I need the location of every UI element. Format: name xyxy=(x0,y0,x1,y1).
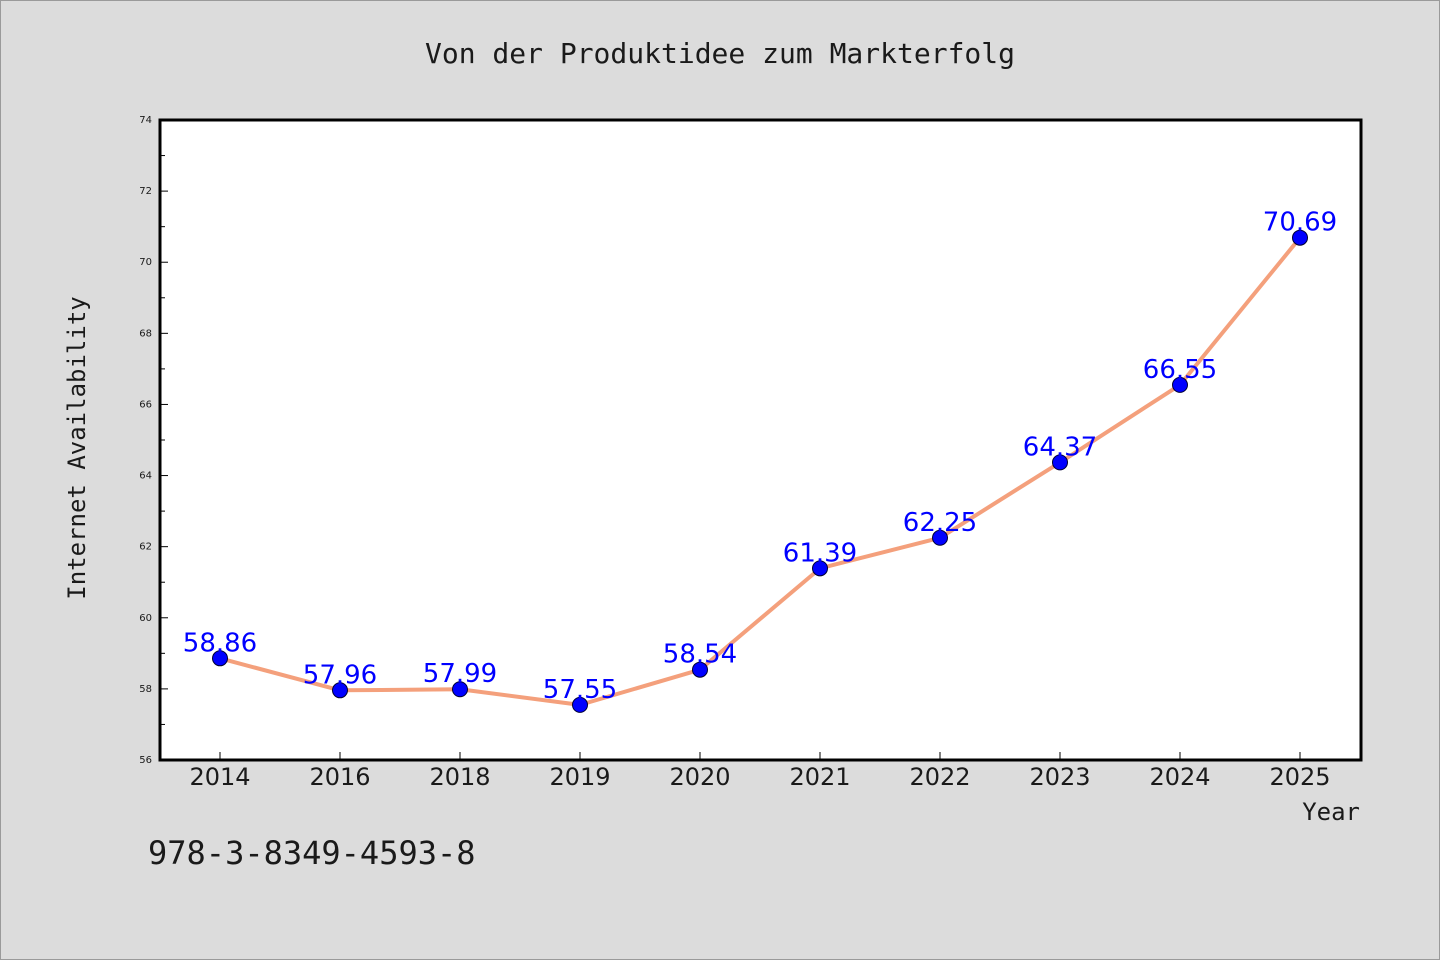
data-point xyxy=(812,560,828,577)
y-tick-label: 56 xyxy=(139,755,152,766)
x-tick-label: 2022 xyxy=(909,763,970,791)
data-point xyxy=(932,529,948,546)
series-line xyxy=(218,235,1302,707)
x-tick-label: 2018 xyxy=(429,763,490,791)
x-tick-label: 2016 xyxy=(309,763,370,791)
plot-area xyxy=(158,118,1363,762)
data-point xyxy=(1052,454,1068,471)
data-label: 57.99 xyxy=(423,659,497,689)
data-label: 64.37 xyxy=(1023,432,1097,462)
series-group xyxy=(212,229,1308,713)
y-tick-label: 62 xyxy=(139,542,152,553)
data-label: 66.55 xyxy=(1143,355,1217,385)
data-label: 61.39 xyxy=(783,538,857,568)
x-tick-label: 2025 xyxy=(1269,763,1330,791)
x-tick-label: 2019 xyxy=(549,763,610,791)
isbn-text: 978-3-8349-4593-8 xyxy=(148,834,476,872)
data-point xyxy=(332,682,348,699)
data-label: 62.25 xyxy=(903,508,977,538)
y-tick-label: 58 xyxy=(139,684,152,695)
data-label: 57.55 xyxy=(543,675,617,705)
y-tick-label: 64 xyxy=(139,471,152,482)
x-axis: 2014 2016 2018 2019 2020 2021 2022 2023 2024 2025 xyxy=(189,752,1331,791)
y-tick-label: 74 xyxy=(139,115,152,126)
data-point xyxy=(1172,376,1188,393)
data-label: 57.96 xyxy=(303,660,377,690)
x-axis-label: Year xyxy=(1302,798,1360,826)
x-tick-label: 2024 xyxy=(1149,763,1210,791)
y-axis-label: Internet Availability xyxy=(63,296,91,599)
data-point xyxy=(692,661,708,678)
data-point xyxy=(1292,229,1308,246)
x-tick-label: 2014 xyxy=(189,763,250,791)
data-label: 58.86 xyxy=(183,628,257,658)
data-point xyxy=(212,650,228,667)
x-tick-label: 2020 xyxy=(669,763,730,791)
data-label-group: 58.86 57.96 57.99 57.55 58.54 61.39 62.25 64.37… xyxy=(183,208,1337,705)
y-tick-label: 70 xyxy=(139,257,152,268)
data-point xyxy=(572,696,588,713)
x-tick-label: 2021 xyxy=(789,763,850,791)
y-tick-label: 72 xyxy=(139,186,152,197)
data-label: 58.54 xyxy=(663,640,737,670)
chart-title: Von der Produktidee zum Markterfolg xyxy=(425,37,1015,70)
y-axis: 56 58 60 62 64 66 68 70 72 74 xyxy=(139,115,168,766)
x-tick-label: 2023 xyxy=(1029,763,1090,791)
y-tick-label: 68 xyxy=(139,328,152,339)
y-tick-label: 66 xyxy=(139,399,152,410)
y-tick-label: 60 xyxy=(139,613,152,624)
data-point xyxy=(452,681,468,698)
data-label: 70.69 xyxy=(1263,208,1337,238)
